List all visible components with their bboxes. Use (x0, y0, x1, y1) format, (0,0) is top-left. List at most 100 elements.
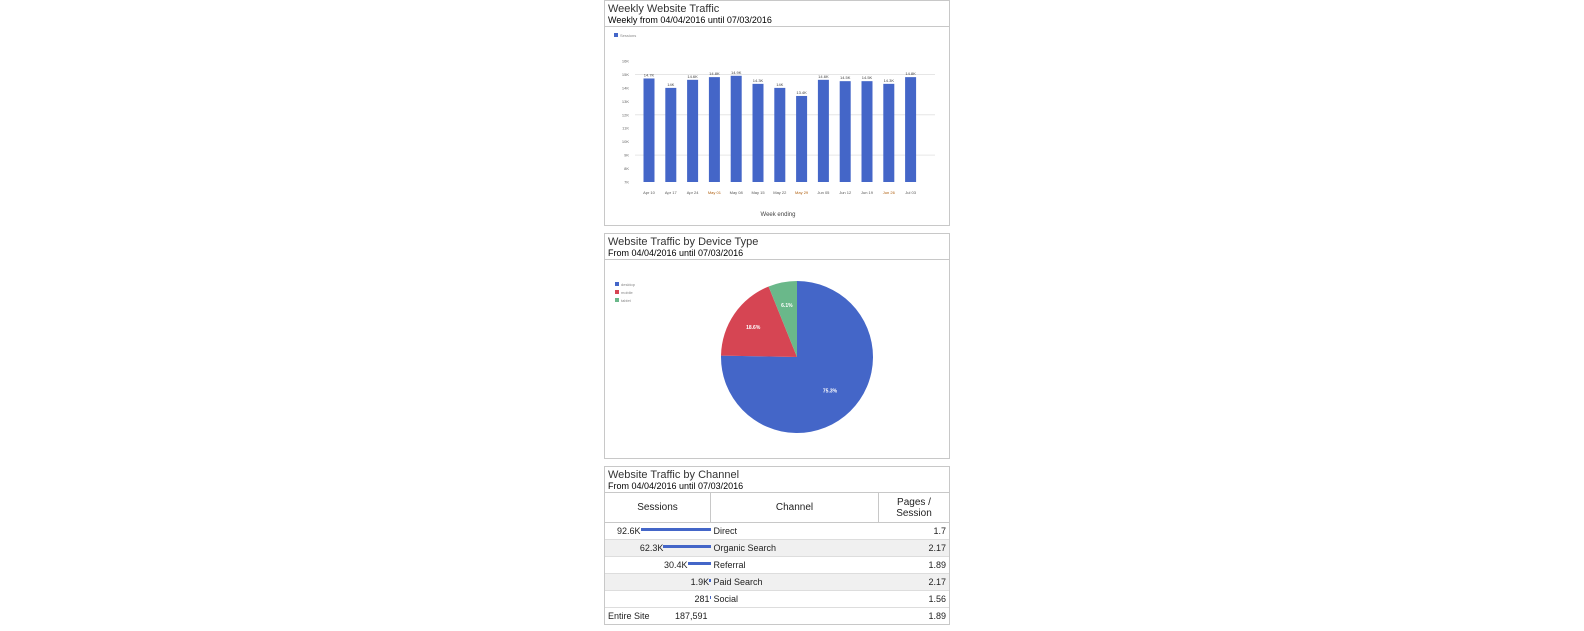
x-tick-label: Apr 10 (643, 190, 656, 195)
panel-title: Weekly Website Traffic (608, 3, 720, 15)
sessions-value: 30.4K (664, 560, 688, 570)
x-tick-label: May 15 (751, 190, 765, 195)
footer-label: Entire Site (608, 611, 650, 621)
legend-label: tablet (621, 298, 632, 303)
sessions-bar (687, 562, 711, 565)
bar (839, 81, 851, 182)
legend-label: mobile (621, 290, 634, 295)
bar (796, 95, 808, 182)
sessions-value: 62.3K (639, 543, 664, 553)
x-tick-label: Apr 17 (665, 190, 678, 195)
channel-traffic-panel: Website Traffic by Channel From 04/04/20… (604, 466, 950, 625)
column-header-channel[interactable]: Channel (710, 493, 879, 523)
y-tick-label: 12K (622, 112, 629, 117)
legend-swatch (615, 298, 619, 302)
y-tick-label: 7K (624, 180, 629, 185)
pages-per-session: 1.56 (878, 590, 949, 608)
sessions-value: 281 (694, 594, 710, 604)
sessions-bar (640, 528, 711, 531)
pages-per-session: 1.7 (878, 522, 949, 540)
slice-label: 75.3% (823, 389, 838, 395)
bar (774, 87, 786, 182)
data-label: 14.5K (862, 75, 873, 80)
data-label: 14.6K (818, 74, 829, 79)
table-row: 92.6K Direct 1.7 (605, 522, 949, 540)
data-label: 14K (667, 82, 674, 87)
sessions-value: 1.9K (690, 577, 710, 587)
pages-per-session: 2.17 (878, 539, 949, 557)
sessions-bar (709, 596, 711, 599)
bar-chart: Sessions 16K 15K 14K 13K 12K 11K 10K 9K 8K 7K 14.7K… (614, 33, 935, 218)
slice-label: 18.6% (746, 325, 761, 331)
data-label: 14.3K (884, 78, 895, 83)
y-tick-label: 14K (622, 85, 629, 90)
legend-label: Sessions (620, 33, 636, 38)
weekly-traffic-panel: Weekly Website Traffic Weekly from 04/04… (604, 0, 950, 226)
x-tick-label: Apr 24 (687, 190, 700, 195)
data-label: 14K (776, 82, 783, 87)
data-label: 13.4K (796, 90, 807, 95)
footer-pages-per-session: 1.89 (878, 607, 949, 624)
bar (905, 77, 917, 182)
bar (687, 79, 699, 182)
footer-sessions: 187,591 (674, 611, 708, 621)
column-header-pages-per-session[interactable]: Pages / Session (878, 493, 949, 523)
channel-name: Organic Search (710, 539, 879, 557)
panel-header: Website Traffic by Device Type From 04/0… (605, 234, 949, 260)
bar (861, 81, 873, 182)
pie-slice (768, 281, 797, 357)
legend-swatch (614, 33, 618, 37)
channel-name: Direct (710, 522, 879, 540)
panel-title: Website Traffic by Channel (608, 469, 740, 481)
bar (665, 87, 677, 182)
sessions-bar (709, 579, 711, 582)
legend-label: desktop (621, 282, 636, 287)
table-row: 1.9K Paid Search 2.17 (605, 573, 949, 591)
panel-subtitle: Weekly from 04/04/2016 until 07/03/2016 (608, 15, 772, 25)
x-tick-label: Jun 05 (817, 190, 830, 195)
sessions-value: 92.6K (616, 526, 641, 536)
panel-title: Website Traffic by Device Type (608, 236, 759, 248)
y-tick-label: 11K (622, 126, 629, 131)
table-row: 281 Social 1.56 (605, 590, 949, 608)
bar (643, 78, 655, 182)
device-traffic-panel: Website Traffic by Device Type From 04/0… (604, 233, 950, 459)
y-tick-label: 10K (622, 139, 629, 144)
pie-chart: desktop mobile tablet 75.3% 18.6% 6.1% (615, 281, 873, 433)
column-header-sessions[interactable]: Sessions (605, 493, 711, 523)
channel-table: Sessions Channel Pages / Session 92.6K D… (605, 493, 949, 624)
channel-name: Social (710, 590, 879, 608)
pages-per-session: 2.17 (878, 573, 949, 591)
bar (817, 79, 829, 182)
x-axis-title: Week ending (761, 212, 796, 218)
x-tick-label: Jul 03 (905, 190, 916, 195)
table-row: 62.3K Organic Search 2.17 (605, 539, 949, 557)
data-label: 14.9K (731, 70, 742, 75)
legend-swatch (615, 290, 619, 294)
x-tick-label: May 29 (795, 190, 809, 195)
x-tick-label: Jun 26 (883, 190, 896, 195)
table-row: 30.4K Referral 1.89 (605, 556, 949, 574)
data-label: 14.5K (840, 75, 851, 80)
slice-label: 6.1% (781, 303, 793, 309)
bar (730, 75, 742, 182)
data-label: 14.8K (905, 71, 916, 76)
panel-header: Website Traffic by Channel From 04/04/20… (605, 467, 949, 493)
legend-swatch (615, 282, 619, 286)
x-tick-label: May 01 (708, 190, 722, 195)
panel-header: Weekly Website Traffic Weekly from 04/04… (605, 1, 949, 27)
pages-per-session: 1.89 (878, 556, 949, 574)
channel-name: Referral (710, 556, 879, 574)
y-tick-label: 8K (624, 166, 629, 171)
data-label: 14.3K (753, 78, 764, 83)
data-label: 14.8K (709, 71, 720, 76)
y-tick-label: 15K (622, 72, 629, 77)
table-footer-row: Entire Site 187,591 1.89 (605, 607, 949, 624)
data-label: 14.6K (687, 74, 698, 79)
data-label: 14.7K (644, 72, 655, 77)
x-tick-label: Jun 12 (839, 190, 852, 195)
sessions-bar (663, 545, 711, 548)
x-tick-label: May 08 (730, 190, 744, 195)
channel-name: Paid Search (710, 573, 879, 591)
panel-subtitle: From 04/04/2016 until 07/03/2016 (608, 481, 744, 491)
